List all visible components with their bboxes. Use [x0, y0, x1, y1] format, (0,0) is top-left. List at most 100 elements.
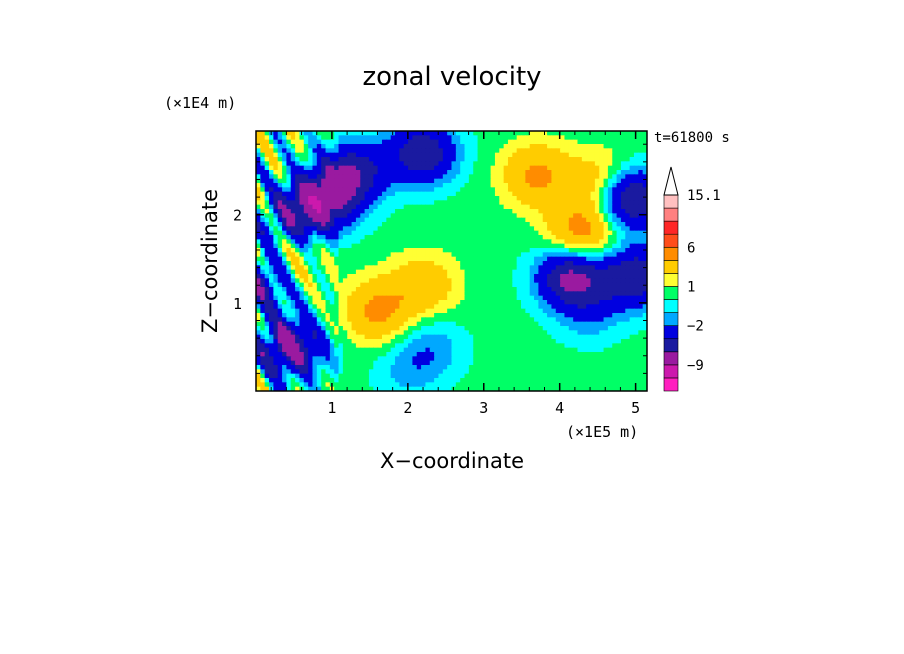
heatmap-cell	[612, 135, 618, 141]
heatmap-cell	[308, 144, 314, 149]
heatmap-cell	[355, 222, 361, 227]
heatmap-cell	[429, 170, 435, 175]
heatmap-cell	[282, 287, 288, 292]
heatmap-cell	[390, 222, 396, 227]
heatmap-cell	[434, 287, 440, 292]
heatmap-cell	[590, 321, 596, 327]
heatmap-cell	[338, 321, 344, 327]
heatmap-cell	[303, 183, 309, 188]
heatmap-cell	[264, 334, 270, 340]
heatmap-cell	[334, 308, 340, 314]
heatmap-cell	[399, 300, 405, 305]
heatmap-cell	[399, 282, 405, 288]
heatmap-cell	[620, 139, 626, 145]
heatmap-cell	[355, 248, 361, 253]
heatmap-cell	[269, 152, 274, 158]
heatmap-cell	[429, 304, 435, 310]
heatmap-cell	[347, 330, 353, 336]
heatmap-cell	[560, 256, 566, 262]
heatmap-cell	[468, 165, 474, 171]
heatmap-cell	[451, 291, 457, 297]
heatmap-cell	[525, 330, 531, 336]
heatmap-cell	[447, 243, 453, 249]
heatmap-cell	[512, 295, 518, 301]
heatmap-cell	[321, 291, 327, 297]
heatmap-cell	[620, 183, 626, 188]
heatmap-cell	[386, 196, 392, 201]
heatmap-cell	[334, 300, 340, 305]
heatmap-cell	[325, 248, 331, 253]
heatmap-cell	[633, 165, 639, 171]
heatmap-cell	[555, 131, 561, 136]
heatmap-cell	[603, 269, 609, 275]
heatmap-cell	[290, 157, 296, 162]
heatmap-cell	[303, 278, 309, 284]
heatmap-cell	[629, 187, 635, 193]
heatmap-cell	[303, 326, 309, 331]
heatmap-cell	[434, 226, 440, 232]
heatmap-cell	[425, 274, 431, 279]
heatmap-cell	[325, 226, 331, 232]
heatmap-cell	[586, 157, 592, 162]
heatmap-cell	[368, 230, 374, 236]
heatmap-cell	[355, 152, 361, 158]
heatmap-cell	[395, 308, 400, 314]
heatmap-cell	[633, 356, 639, 362]
heatmap-cell	[321, 148, 327, 154]
heatmap-cell	[347, 230, 353, 236]
heatmap-cell	[625, 326, 631, 331]
heatmap-cell	[542, 352, 548, 357]
heatmap-cell	[590, 352, 596, 357]
heatmap-cell	[282, 356, 288, 362]
heatmap-cell	[577, 161, 583, 167]
heatmap-cell	[625, 330, 631, 336]
heatmap-cell	[503, 204, 509, 210]
heatmap-cell	[273, 239, 279, 245]
heatmap-cell	[503, 152, 509, 158]
heatmap-cell	[438, 365, 444, 370]
heatmap-cell	[429, 317, 435, 323]
heatmap-cell	[464, 243, 470, 249]
heatmap-cell	[477, 161, 483, 167]
heatmap-cell	[368, 360, 374, 366]
heatmap-cell	[542, 230, 548, 236]
heatmap-cell	[381, 265, 387, 271]
heatmap-cell	[334, 360, 340, 366]
heatmap-cell	[308, 365, 314, 370]
heatmap-cell	[503, 165, 509, 171]
heatmap-cell	[390, 174, 396, 180]
heatmap-cell	[429, 200, 435, 206]
heatmap-cell	[273, 313, 279, 318]
heatmap-cell	[534, 252, 539, 258]
heatmap-cell	[260, 321, 266, 327]
heatmap-cell	[555, 213, 561, 219]
heatmap-cell	[360, 321, 366, 327]
heatmap-cell	[442, 139, 448, 145]
heatmap-cell	[547, 300, 553, 305]
heatmap-cell	[464, 269, 470, 275]
heatmap-cell	[442, 313, 448, 318]
heatmap-cell	[616, 152, 622, 158]
heatmap-cell	[451, 144, 457, 149]
heatmap-cell	[381, 144, 387, 149]
heatmap-cell	[360, 187, 366, 193]
heatmap-cell	[516, 191, 522, 197]
heatmap-cell	[512, 217, 518, 223]
heatmap-cell	[607, 347, 613, 353]
heatmap-cell	[451, 269, 457, 275]
heatmap-cell	[355, 217, 361, 223]
heatmap-cell	[529, 144, 535, 149]
heatmap-cell	[377, 265, 383, 271]
heatmap-cell	[360, 170, 366, 175]
heatmap-cell	[629, 200, 635, 206]
heatmap-cell	[581, 230, 587, 236]
heatmap-cell	[421, 217, 427, 223]
heatmap-cell	[381, 226, 387, 232]
heatmap-cell	[429, 352, 435, 357]
heatmap-cell	[438, 334, 444, 340]
heatmap-cell	[577, 252, 583, 258]
heatmap-cell	[412, 187, 418, 193]
heatmap-cell	[286, 300, 292, 305]
heatmap-cell	[451, 165, 457, 171]
heatmap-cell	[312, 213, 318, 219]
